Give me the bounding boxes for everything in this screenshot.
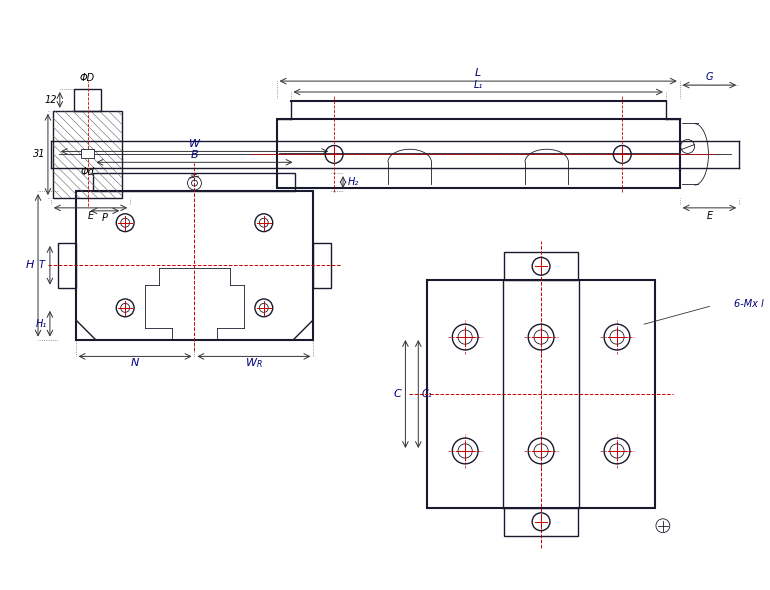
Text: H₁: H₁ xyxy=(35,319,47,329)
Bar xyxy=(313,243,331,287)
Text: ΦD: ΦD xyxy=(80,73,95,83)
Text: E: E xyxy=(88,211,94,221)
Bar xyxy=(93,173,296,191)
Text: 12: 12 xyxy=(45,95,57,105)
Text: W: W xyxy=(189,139,200,149)
Text: H: H xyxy=(26,260,35,270)
Bar xyxy=(74,89,102,111)
Text: Φd: Φd xyxy=(81,167,95,177)
Text: 6-Mx l: 6-Mx l xyxy=(734,299,764,309)
Text: E: E xyxy=(706,211,712,221)
Bar xyxy=(81,149,95,158)
Bar xyxy=(276,119,680,188)
Text: T: T xyxy=(39,260,45,270)
Text: C: C xyxy=(393,389,401,399)
Text: B: B xyxy=(191,150,199,160)
Text: P: P xyxy=(102,213,108,223)
Bar xyxy=(58,243,75,287)
Bar xyxy=(504,253,578,280)
Text: N: N xyxy=(131,358,139,368)
Text: L₁: L₁ xyxy=(474,80,483,90)
Text: G: G xyxy=(705,72,713,82)
Bar xyxy=(504,508,578,536)
Bar xyxy=(53,111,122,198)
Text: 31: 31 xyxy=(33,149,45,159)
Bar xyxy=(75,191,313,340)
Bar xyxy=(427,280,655,508)
Text: C₁: C₁ xyxy=(422,389,433,399)
Text: L: L xyxy=(475,68,481,78)
Text: H₂: H₂ xyxy=(347,177,359,187)
Text: W$_R$: W$_R$ xyxy=(245,356,263,371)
